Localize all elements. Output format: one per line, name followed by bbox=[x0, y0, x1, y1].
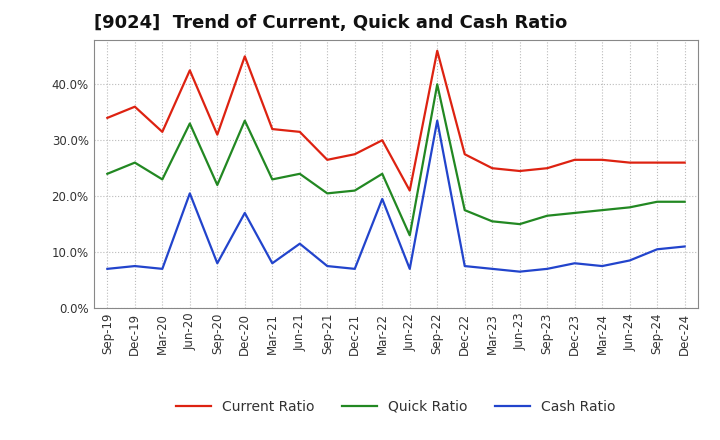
Text: [9024]  Trend of Current, Quick and Cash Ratio: [9024] Trend of Current, Quick and Cash … bbox=[94, 15, 567, 33]
Quick Ratio bbox=[295, 171, 304, 176]
Quick Ratio bbox=[351, 188, 359, 193]
Cash Ratio bbox=[130, 264, 139, 269]
Cash Ratio bbox=[543, 266, 552, 271]
Cash Ratio bbox=[295, 241, 304, 246]
Quick Ratio bbox=[680, 199, 689, 205]
Cash Ratio bbox=[433, 118, 441, 123]
Cash Ratio bbox=[240, 210, 249, 216]
Quick Ratio bbox=[570, 210, 579, 216]
Current Ratio bbox=[488, 165, 497, 171]
Current Ratio bbox=[570, 157, 579, 162]
Cash Ratio bbox=[653, 247, 662, 252]
Cash Ratio bbox=[570, 260, 579, 266]
Current Ratio bbox=[213, 132, 222, 137]
Current Ratio bbox=[295, 129, 304, 135]
Current Ratio bbox=[433, 48, 441, 53]
Quick Ratio bbox=[405, 233, 414, 238]
Current Ratio bbox=[626, 160, 634, 165]
Quick Ratio bbox=[460, 208, 469, 213]
Current Ratio bbox=[186, 68, 194, 73]
Current Ratio bbox=[103, 115, 112, 121]
Cash Ratio bbox=[680, 244, 689, 249]
Cash Ratio bbox=[626, 258, 634, 263]
Quick Ratio bbox=[130, 160, 139, 165]
Quick Ratio bbox=[323, 191, 332, 196]
Current Ratio bbox=[405, 188, 414, 193]
Cash Ratio bbox=[268, 260, 276, 266]
Quick Ratio bbox=[598, 208, 606, 213]
Quick Ratio bbox=[103, 171, 112, 176]
Cash Ratio bbox=[103, 266, 112, 271]
Cash Ratio bbox=[213, 260, 222, 266]
Cash Ratio bbox=[378, 196, 387, 202]
Quick Ratio bbox=[543, 213, 552, 218]
Cash Ratio bbox=[516, 269, 524, 274]
Current Ratio bbox=[543, 165, 552, 171]
Line: Cash Ratio: Cash Ratio bbox=[107, 121, 685, 271]
Line: Current Ratio: Current Ratio bbox=[107, 51, 685, 191]
Current Ratio bbox=[351, 152, 359, 157]
Cash Ratio bbox=[351, 266, 359, 271]
Quick Ratio bbox=[433, 82, 441, 87]
Current Ratio bbox=[268, 126, 276, 132]
Current Ratio bbox=[130, 104, 139, 109]
Current Ratio bbox=[240, 54, 249, 59]
Legend: Current Ratio, Quick Ratio, Cash Ratio: Current Ratio, Quick Ratio, Cash Ratio bbox=[176, 400, 616, 414]
Cash Ratio bbox=[158, 266, 166, 271]
Current Ratio bbox=[323, 157, 332, 162]
Current Ratio bbox=[378, 138, 387, 143]
Quick Ratio bbox=[378, 171, 387, 176]
Quick Ratio bbox=[186, 121, 194, 126]
Cash Ratio bbox=[488, 266, 497, 271]
Quick Ratio bbox=[516, 221, 524, 227]
Cash Ratio bbox=[405, 266, 414, 271]
Current Ratio bbox=[460, 152, 469, 157]
Cash Ratio bbox=[460, 264, 469, 269]
Quick Ratio bbox=[488, 219, 497, 224]
Line: Quick Ratio: Quick Ratio bbox=[107, 84, 685, 235]
Quick Ratio bbox=[213, 182, 222, 187]
Quick Ratio bbox=[240, 118, 249, 123]
Quick Ratio bbox=[626, 205, 634, 210]
Cash Ratio bbox=[598, 264, 606, 269]
Current Ratio bbox=[598, 157, 606, 162]
Cash Ratio bbox=[186, 191, 194, 196]
Current Ratio bbox=[653, 160, 662, 165]
Current Ratio bbox=[158, 129, 166, 135]
Quick Ratio bbox=[158, 177, 166, 182]
Current Ratio bbox=[516, 169, 524, 174]
Cash Ratio bbox=[323, 264, 332, 269]
Quick Ratio bbox=[268, 177, 276, 182]
Quick Ratio bbox=[653, 199, 662, 205]
Current Ratio bbox=[680, 160, 689, 165]
